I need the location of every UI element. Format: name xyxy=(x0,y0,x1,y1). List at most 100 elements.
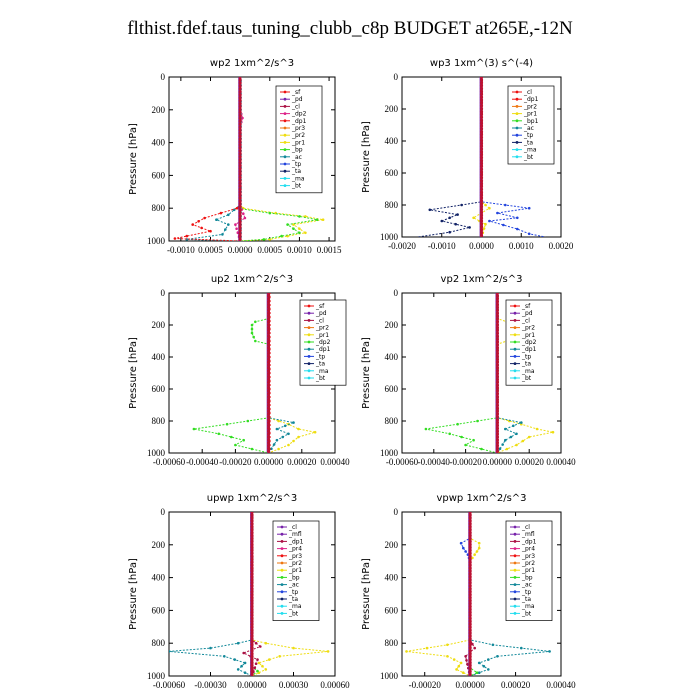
data-point xyxy=(254,662,258,665)
data-point xyxy=(267,406,271,410)
legend-entry: _mfl xyxy=(521,531,535,538)
data-point xyxy=(267,446,271,451)
data-point xyxy=(484,203,487,207)
legend-marker xyxy=(280,604,284,608)
data-point xyxy=(498,447,502,451)
data-point xyxy=(487,658,490,661)
y-tick-label: 600 xyxy=(152,605,166,615)
data-point xyxy=(495,334,499,338)
x-tick-label: -0.00040 xyxy=(186,457,219,467)
data-point xyxy=(250,669,254,674)
data-point xyxy=(495,444,499,448)
y-tick-label: 1000 xyxy=(380,448,399,458)
data-point xyxy=(313,430,317,434)
data-point xyxy=(495,320,499,324)
data-point xyxy=(257,661,261,665)
legend-marker xyxy=(513,333,517,337)
data-point xyxy=(238,161,242,165)
data-point xyxy=(267,314,271,318)
data-point xyxy=(192,427,196,431)
data-point xyxy=(267,297,271,301)
x-tick-label: 0.0020 xyxy=(549,241,574,251)
legend-entry: _pr2 xyxy=(315,325,329,332)
data-point xyxy=(267,293,271,295)
legend-entry: _pr2 xyxy=(521,560,535,567)
data-point xyxy=(495,377,499,381)
legend-entry: _tp xyxy=(523,132,533,139)
data-point xyxy=(250,539,254,544)
data-point xyxy=(238,143,242,147)
data-point xyxy=(250,516,254,520)
data-point xyxy=(495,363,499,367)
data-point xyxy=(465,659,468,662)
data-point xyxy=(471,642,474,646)
data-point xyxy=(243,216,247,220)
data-point xyxy=(267,357,271,361)
legend-marker xyxy=(283,119,287,123)
data-point xyxy=(267,435,271,439)
data-point xyxy=(250,575,254,579)
data-point xyxy=(250,525,254,529)
data-point xyxy=(235,227,238,230)
y-tick-label: 800 xyxy=(152,638,166,648)
data-point xyxy=(267,294,271,298)
data-point xyxy=(471,556,474,560)
legend-entry: _pr4 xyxy=(288,546,302,553)
data-point xyxy=(238,211,242,215)
data-point xyxy=(446,643,449,647)
data-point xyxy=(250,643,254,647)
legend-marker xyxy=(280,568,284,572)
data-point xyxy=(479,110,484,114)
data-point xyxy=(468,663,472,668)
data-point xyxy=(479,190,484,194)
data-point xyxy=(428,208,432,212)
data-point xyxy=(495,389,499,393)
data-point xyxy=(267,400,271,404)
data-point xyxy=(495,337,499,341)
data-point xyxy=(238,234,242,238)
panel-title: wp3 1xm^(3) s^(-4) xyxy=(430,58,533,69)
y-tick-label: 0 xyxy=(161,288,166,298)
series-group xyxy=(405,512,551,676)
data-point xyxy=(475,550,479,553)
panel-1: wp2 1xm^2/s^3 Pressure [hPa] 0 200 400 600 800… xyxy=(128,58,342,255)
data-point xyxy=(479,150,484,154)
legend-box xyxy=(275,85,323,194)
data-point xyxy=(468,652,472,656)
legend-marker xyxy=(513,612,517,615)
legend-entry: _pd xyxy=(291,96,303,103)
data-point xyxy=(455,668,458,671)
legend-entry: _pr1 xyxy=(521,567,535,574)
data-point xyxy=(548,650,551,653)
data-point xyxy=(468,610,472,615)
data-point xyxy=(495,406,499,410)
data-point xyxy=(466,662,469,666)
y-tick-label: 200 xyxy=(152,540,166,550)
legend-entry: _pr1 xyxy=(291,139,305,146)
legend-entry: _dp1 xyxy=(521,346,537,353)
data-point xyxy=(250,548,254,553)
data-point xyxy=(238,196,242,200)
legend-marker xyxy=(280,540,284,543)
data-point xyxy=(236,668,240,671)
data-point xyxy=(479,144,484,148)
legend-entry: _pr3 xyxy=(291,125,305,132)
data-point xyxy=(479,121,484,125)
y-tick-label: 0 xyxy=(394,507,399,517)
data-point xyxy=(250,607,254,612)
data-point xyxy=(479,130,484,134)
data-point xyxy=(254,339,257,343)
data-point xyxy=(479,176,484,180)
data-point xyxy=(267,429,271,433)
y-tick-label: 800 xyxy=(152,203,166,213)
data-point xyxy=(495,446,499,451)
legend-marker xyxy=(283,141,287,144)
data-point xyxy=(468,604,472,609)
data-point xyxy=(238,96,242,100)
y-tick-label: 600 xyxy=(385,168,399,178)
data-point xyxy=(472,216,475,220)
data-point xyxy=(456,213,459,216)
y-tick-label: 600 xyxy=(152,384,166,394)
plot-frame xyxy=(168,76,336,242)
data-point xyxy=(495,395,499,399)
